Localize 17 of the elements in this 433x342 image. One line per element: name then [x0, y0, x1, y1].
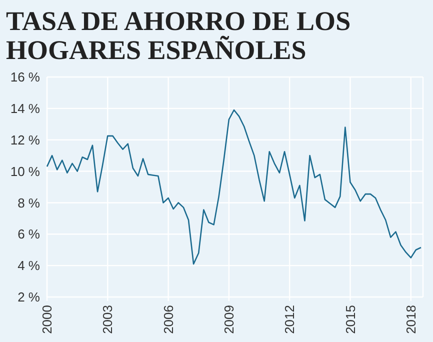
- x-tick-label: 2018: [403, 305, 418, 334]
- x-tick-label: 2012: [282, 305, 298, 334]
- line-series: [46, 109, 422, 265]
- y-tick-label: 8 %: [18, 195, 40, 210]
- y-tick-label: 6 %: [18, 226, 40, 242]
- y-tick-label: 2 %: [18, 290, 40, 305]
- y-tick-label: 4 %: [18, 258, 40, 274]
- x-tick-label: 2000: [40, 305, 55, 334]
- y-tick-label: 12 %: [10, 132, 40, 148]
- y-tick-label: 10 %: [10, 164, 40, 179]
- chart-title: TASA DE AHORRO DE LOS HOGARES ESPAÑOLES: [6, 6, 351, 65]
- x-tick-label: 2015: [342, 305, 358, 334]
- x-tick-label: 2003: [100, 305, 116, 334]
- x-tick-label: 2006: [160, 305, 176, 334]
- x-tick-label: 2009: [221, 305, 236, 334]
- y-tick-label: 14 %: [10, 100, 40, 116]
- y-tick-label: 16 %: [10, 70, 40, 85]
